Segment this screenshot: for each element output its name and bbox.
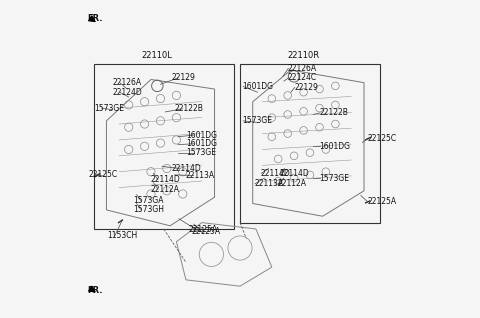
Text: 22122B: 22122B — [320, 108, 348, 117]
Text: 22125A: 22125A — [189, 225, 218, 234]
Text: 1601DG: 1601DG — [320, 142, 350, 151]
Text: 22124C: 22124C — [288, 73, 317, 82]
Text: 1573GH: 1573GH — [133, 205, 165, 214]
Text: 22126A: 22126A — [112, 78, 141, 87]
Text: 22113A: 22113A — [186, 171, 215, 180]
Text: 22114D: 22114D — [172, 164, 202, 173]
Text: 1601DG: 1601DG — [186, 139, 217, 148]
Text: 22114D: 22114D — [261, 169, 290, 178]
Text: 22125C: 22125C — [89, 170, 118, 179]
Text: 1573GE: 1573GE — [242, 116, 273, 125]
Text: 22129: 22129 — [172, 73, 195, 82]
Text: 22124D: 22124D — [112, 88, 142, 97]
Text: FR.: FR. — [87, 286, 103, 295]
Text: 1573GE: 1573GE — [320, 174, 349, 183]
Text: 1601DG: 1601DG — [186, 131, 217, 140]
Bar — [94, 64, 234, 229]
Text: 22112A: 22112A — [150, 185, 180, 194]
Text: 1153CH: 1153CH — [107, 232, 137, 240]
Text: 22126A: 22126A — [288, 64, 317, 73]
Text: 22122B: 22122B — [175, 104, 204, 113]
Text: 22112A: 22112A — [277, 179, 307, 188]
Text: FR.: FR. — [87, 14, 103, 23]
Text: 22125C: 22125C — [367, 134, 396, 143]
Text: 1573GE: 1573GE — [186, 148, 216, 157]
Text: 22125A: 22125A — [367, 197, 396, 206]
Text: 22125A: 22125A — [192, 227, 221, 236]
Text: 22110R: 22110R — [287, 52, 319, 60]
Text: 1601DG: 1601DG — [242, 82, 274, 91]
Text: 22114D: 22114D — [150, 175, 180, 184]
Text: 1573GA: 1573GA — [133, 197, 164, 205]
Text: 1573GE: 1573GE — [94, 104, 124, 113]
Text: 22114D: 22114D — [280, 169, 310, 178]
Text: 22113A: 22113A — [254, 179, 283, 188]
Bar — [240, 64, 380, 223]
Text: 22129: 22129 — [294, 83, 318, 92]
Text: 22110L: 22110L — [141, 52, 172, 60]
